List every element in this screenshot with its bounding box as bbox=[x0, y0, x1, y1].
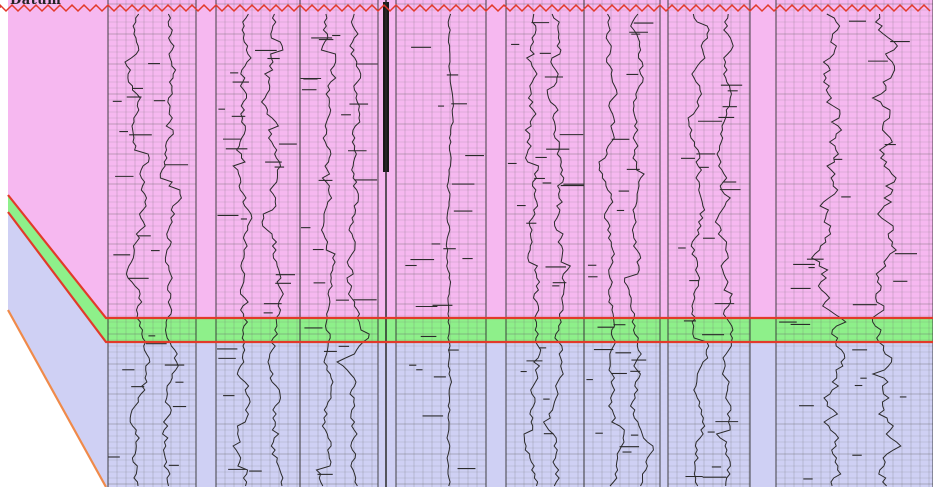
lower-zone-fill bbox=[8, 212, 933, 487]
log-track bbox=[215, 0, 301, 487]
torn-edge bbox=[0, 3, 931, 13]
marker-base-line bbox=[7, 211, 933, 344]
log-curve bbox=[871, 13, 902, 487]
log-track bbox=[775, 0, 933, 487]
datum-label: Datum bbox=[10, 0, 62, 8]
log-curve bbox=[542, 13, 572, 487]
log-curve bbox=[623, 13, 654, 487]
top-horizon-line bbox=[7, 194, 933, 320]
log-curve bbox=[336, 13, 370, 487]
log-curve bbox=[445, 13, 454, 487]
log-track bbox=[299, 0, 379, 487]
log-curve bbox=[810, 13, 847, 487]
log-curve bbox=[523, 13, 542, 487]
log-curve bbox=[260, 13, 284, 487]
log-curve bbox=[159, 13, 182, 487]
log-curve bbox=[315, 13, 337, 487]
log-curve bbox=[598, 13, 625, 487]
lower-horizon-line bbox=[7, 309, 107, 488]
log-track bbox=[583, 0, 661, 487]
log-track bbox=[395, 0, 487, 487]
log-track bbox=[505, 0, 585, 487]
log-track bbox=[667, 0, 751, 487]
log-track bbox=[107, 0, 197, 487]
log-curve bbox=[232, 13, 253, 487]
log-curve bbox=[714, 13, 734, 487]
upper-zone-fill bbox=[8, 0, 933, 318]
log-curve bbox=[687, 13, 710, 487]
marker-bed-fill bbox=[8, 195, 933, 342]
log-tracks bbox=[107, 0, 933, 487]
log-curve bbox=[124, 13, 151, 487]
